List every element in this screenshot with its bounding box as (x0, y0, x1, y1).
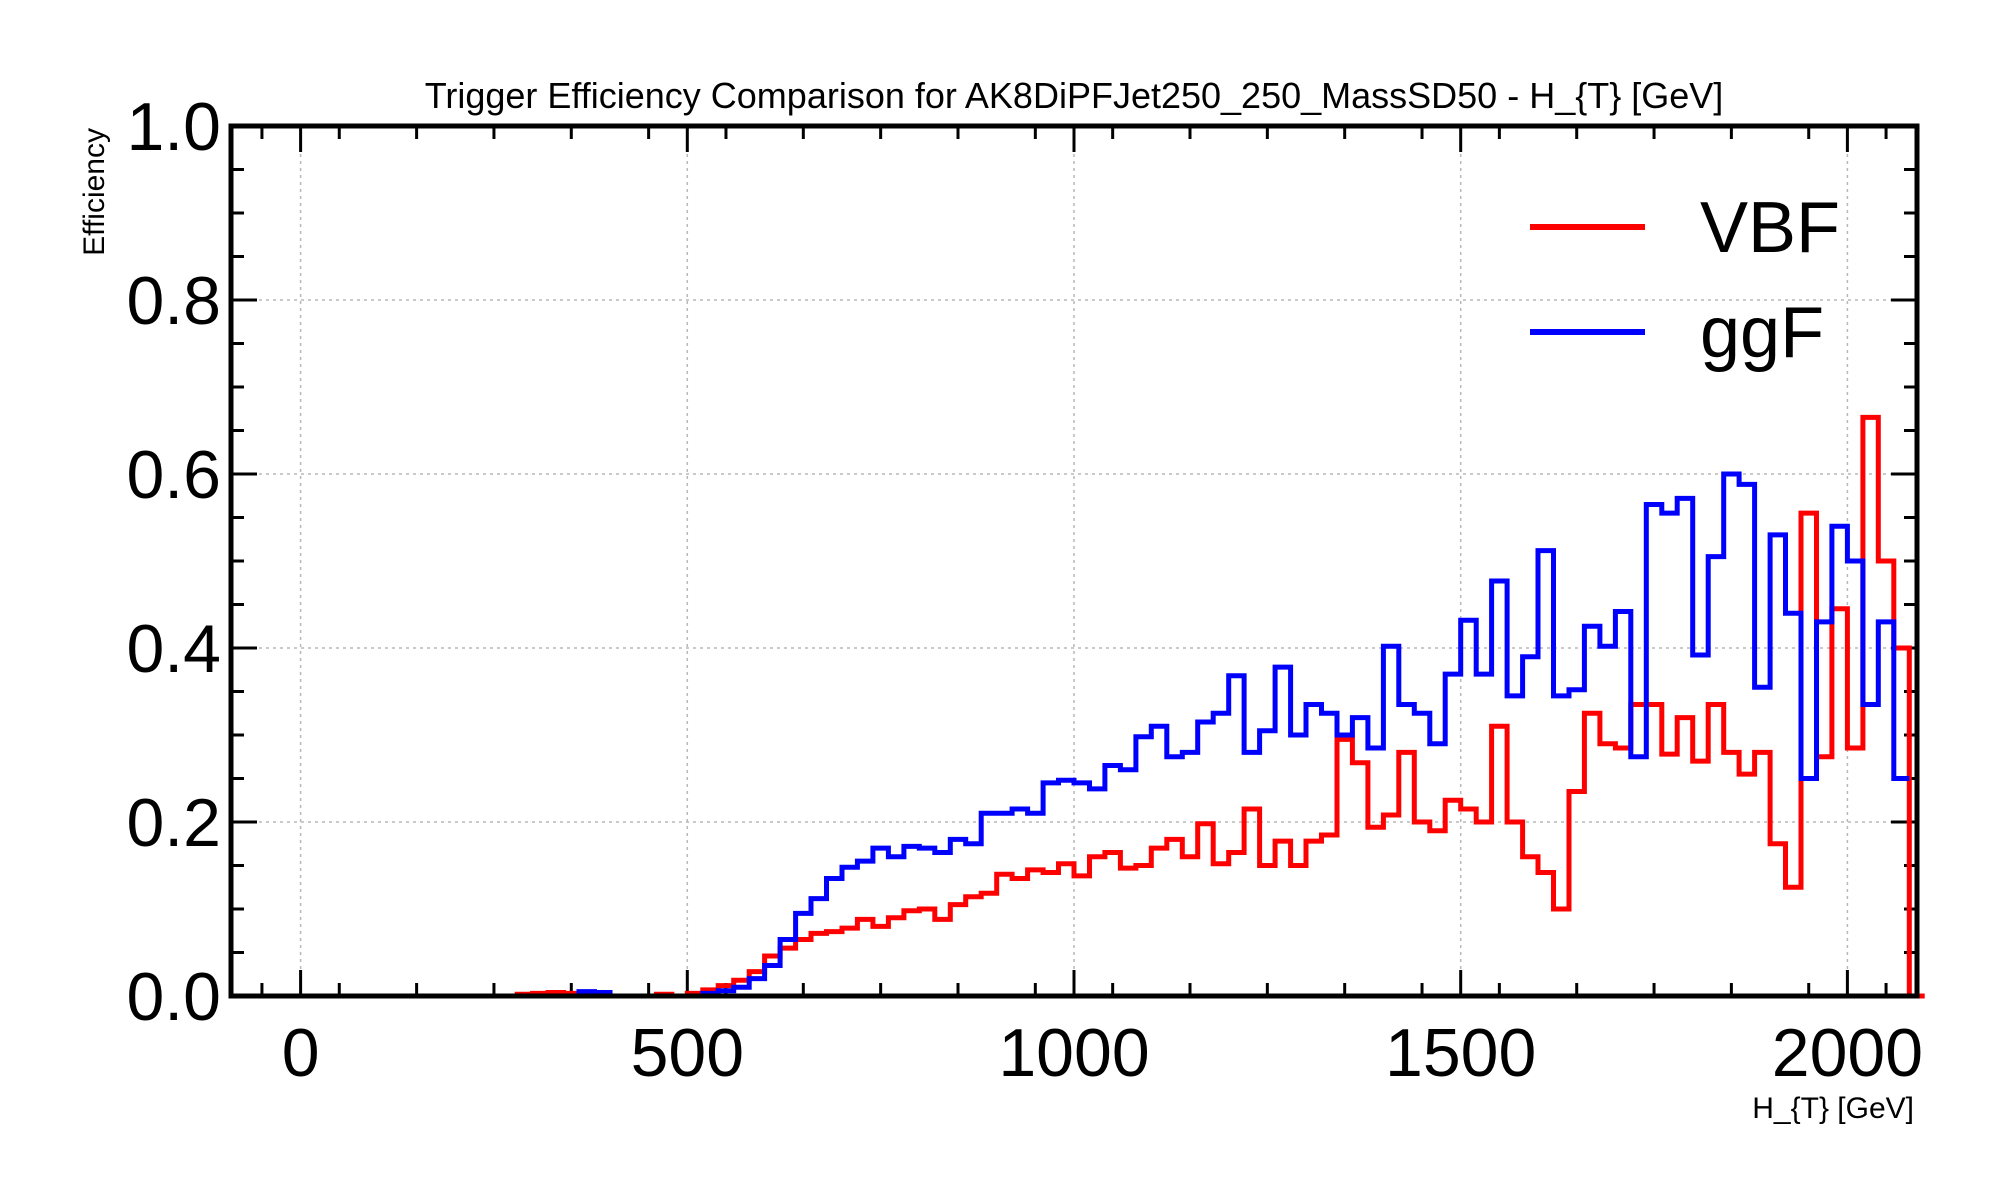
y-tick-label: 0.6 (126, 437, 221, 513)
x-axis-label: H_{T} [GeV] (1752, 1092, 1914, 1125)
plot-frame (228, 123, 1920, 999)
y-tick-label: 1.0 (126, 89, 221, 165)
series-group (300, 414, 1925, 999)
x-tick-label: 1000 (998, 1015, 1149, 1091)
legend: VBF ggF (1530, 188, 1840, 373)
series-line-vbf (300, 414, 1925, 999)
y-tick-label: 0.4 (126, 611, 221, 687)
x-tick-label: 0 (282, 1015, 320, 1091)
chart-title: Trigger Efficiency Comparison for AK8DiP… (425, 75, 1724, 116)
y-tick-label: 0.2 (126, 785, 221, 861)
series-line-ggf (300, 471, 1910, 999)
y-axis-label: Efficiency (78, 128, 111, 256)
y-tick-label: 0.0 (126, 959, 221, 1035)
legend-label-ggf: ggF (1700, 293, 1824, 373)
grid (231, 126, 1917, 996)
y-tick-label: 0.8 (126, 263, 221, 339)
x-tick-label: 1500 (1385, 1015, 1536, 1091)
legend-label-vbf: VBF (1700, 188, 1840, 268)
x-tick-label: 500 (631, 1015, 744, 1091)
tick-labels: 0 500 1000 1500 2000 0.0 0.2 0.4 0.6 0.8 1.0 (126, 89, 1923, 1091)
x-tick-label: 2000 (1772, 1015, 1923, 1091)
